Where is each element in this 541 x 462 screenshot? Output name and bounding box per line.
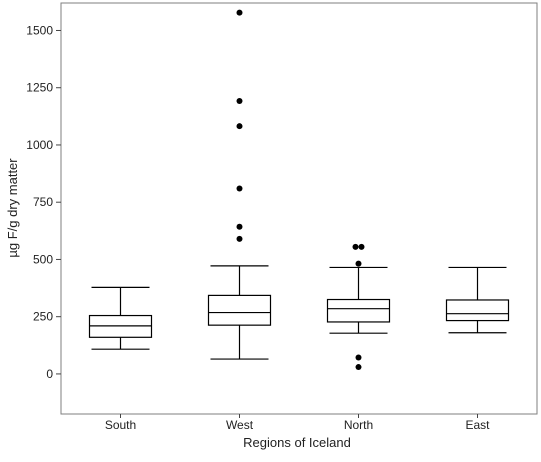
x-tick-label: West bbox=[226, 418, 254, 432]
outlier-point bbox=[236, 9, 243, 16]
y-tick-label: 1500 bbox=[26, 23, 53, 37]
outlier-point bbox=[236, 97, 243, 104]
outlier-point bbox=[355, 354, 362, 361]
y-tick-label: 500 bbox=[33, 252, 53, 266]
outlier-point bbox=[355, 364, 362, 371]
box-east bbox=[445, 266, 510, 334]
iqr-box bbox=[326, 298, 391, 323]
x-axis-title: Regions of Iceland bbox=[243, 435, 351, 450]
y-axis-title: µg F/g dry matter bbox=[5, 158, 20, 258]
outlier-point bbox=[236, 185, 243, 192]
x-tick-label: East bbox=[465, 418, 490, 432]
iqr-box bbox=[445, 299, 510, 322]
outlier-point bbox=[355, 260, 362, 267]
iqr-box bbox=[207, 294, 272, 326]
y-tick-label: 1250 bbox=[26, 81, 53, 95]
box-south bbox=[88, 286, 153, 350]
y-tick-label: 0 bbox=[46, 367, 53, 381]
x-tick-label: South bbox=[105, 418, 136, 432]
outlier-point bbox=[358, 243, 365, 250]
boxes-layer bbox=[88, 9, 510, 371]
y-tick-label: 1000 bbox=[26, 138, 53, 152]
y-tick-label: 250 bbox=[33, 310, 53, 324]
outlier-point bbox=[236, 123, 243, 130]
box-north bbox=[326, 243, 391, 371]
x-axis: South West North East bbox=[105, 414, 490, 432]
outlier-point bbox=[352, 243, 359, 250]
outlier-point bbox=[236, 235, 243, 242]
plot-frame bbox=[60, 2, 538, 415]
outlier-point bbox=[236, 223, 243, 230]
box-west bbox=[207, 9, 272, 360]
y-tick-label: 750 bbox=[33, 195, 53, 209]
y-axis: 0 250 500 750 1000 1250 1500 bbox=[26, 23, 61, 381]
x-tick-label: North bbox=[344, 418, 373, 432]
